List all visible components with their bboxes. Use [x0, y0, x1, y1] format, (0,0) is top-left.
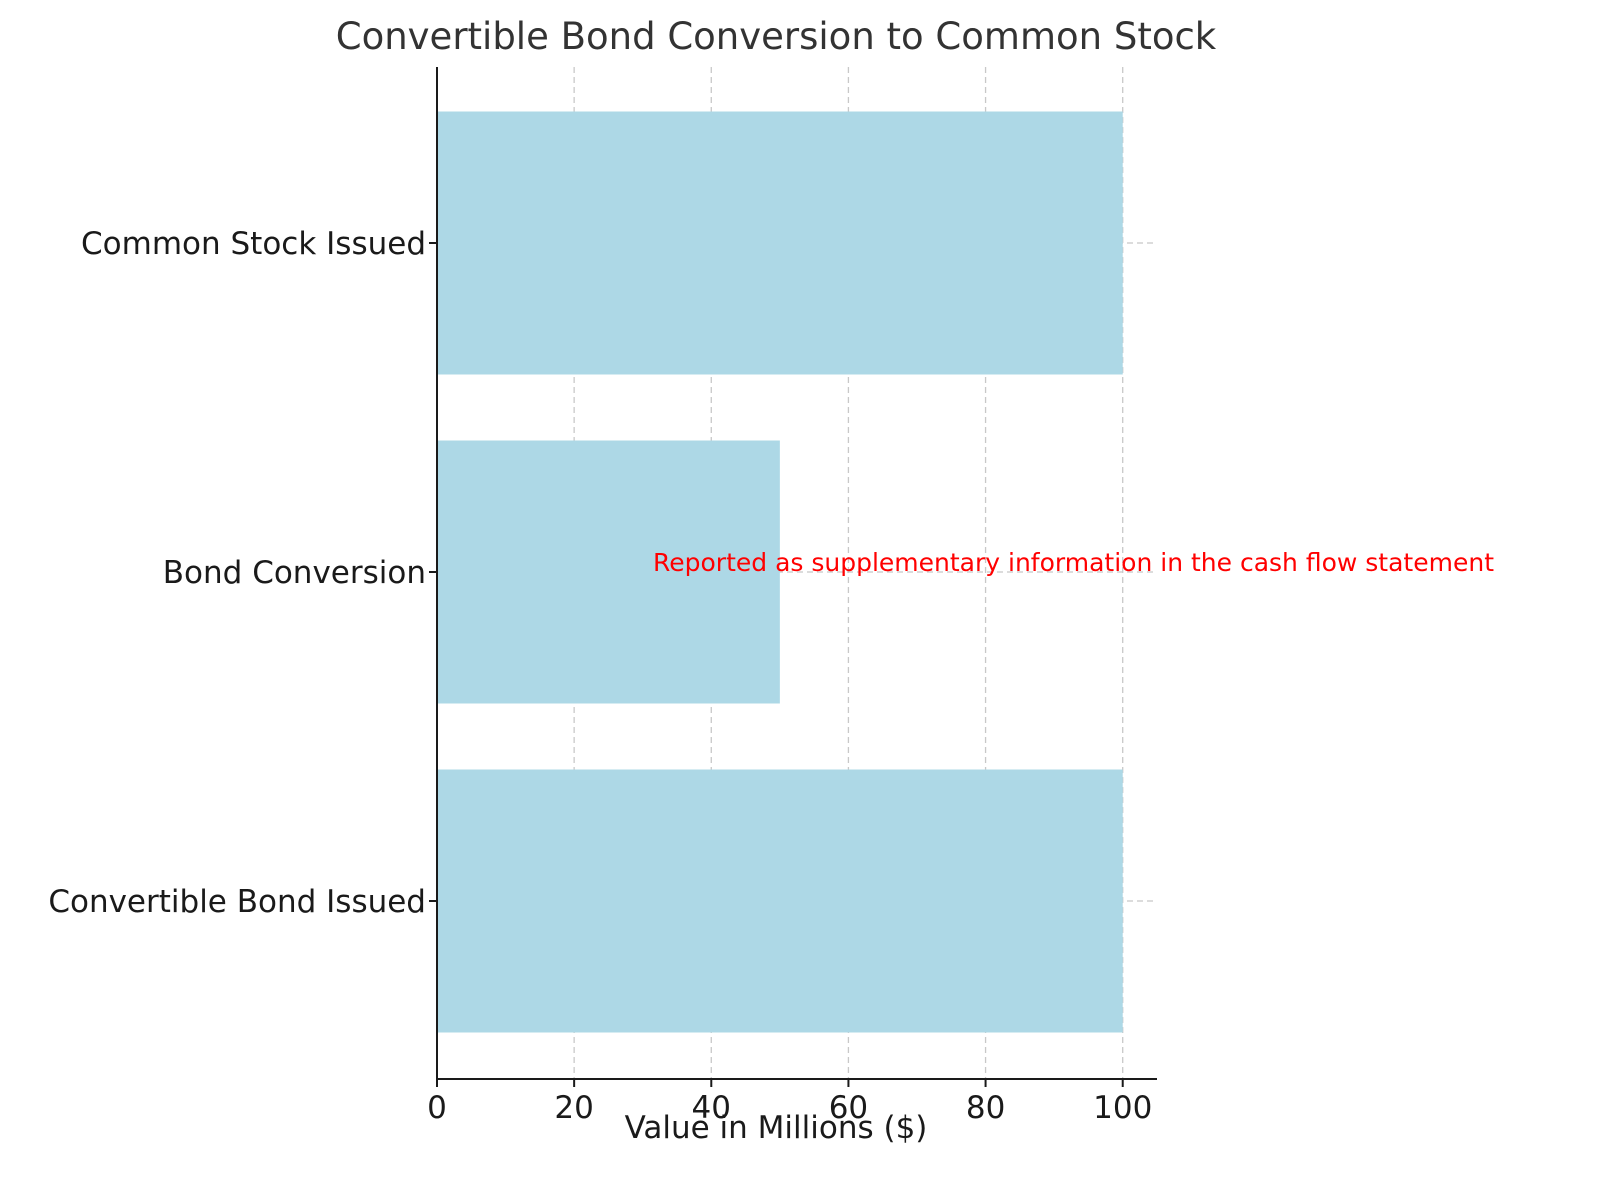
x-tick-label-60: 60	[829, 1090, 868, 1126]
chart-title: Convertible Bond Conversion to Common St…	[336, 15, 1217, 58]
x-tick-label-80: 80	[966, 1090, 1005, 1126]
bar-common-stock-issued	[437, 111, 1123, 375]
x-tick-label-20: 20	[554, 1090, 593, 1126]
bar-bond-conversion	[437, 440, 780, 704]
x-axis-label: Value in Millions ($)	[625, 1110, 928, 1146]
category-label-common-stock-issued: Common Stock Issued	[81, 226, 426, 262]
annotation-text: Reported as supplementary information in…	[653, 548, 1494, 577]
x-tick-label-0: 0	[427, 1090, 447, 1126]
bar-layer	[437, 111, 1123, 1033]
axis-layer	[429, 67, 1157, 1087]
x-tick-label-100: 100	[1093, 1090, 1152, 1126]
bar-convertible-bond-issued	[437, 769, 1123, 1033]
label-layer: 0 20 40 60 80 100 Convertible Bond Issued Bond …	[48, 226, 1152, 1126]
category-label-convertible-bond-issued: Convertible Bond Issued	[48, 884, 426, 920]
category-label-bond-conversion: Bond Conversion	[163, 555, 426, 591]
x-tick-label-40: 40	[692, 1090, 731, 1126]
